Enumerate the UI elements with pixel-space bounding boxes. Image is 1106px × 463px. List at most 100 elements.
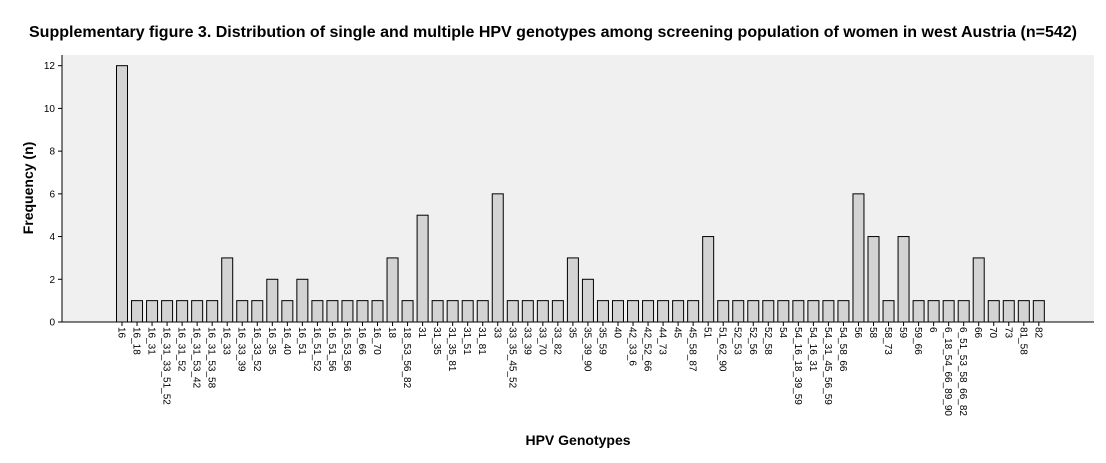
x-tick-label: 16_18 [131,327,142,355]
bar [687,300,700,323]
bar [266,278,279,323]
x-tick-label: 16_66 [356,327,367,355]
bar [747,300,760,323]
bar [536,300,549,323]
bar [191,300,204,323]
x-tick-label: 58_73 [882,327,893,355]
x-tick-label: 16_51 [296,327,307,355]
x-tick-label: 66 [972,327,983,339]
x-tick-label: 45 [672,327,683,339]
x-tick-label: 16_31_52 [176,327,187,372]
bar [987,300,1000,323]
x-tick-label: 16_53_56 [341,327,352,372]
x-tick-label: 16_35 [266,327,277,355]
bar [206,300,219,323]
x-tick-label: 16_40 [281,327,292,355]
bar [1002,300,1015,323]
x-tick-label: 31 [416,327,427,339]
x-tick-label: 54_58_66 [837,327,848,372]
x-tick-label: 16_51_56 [326,327,337,372]
x-tick-label: 44_73 [657,327,668,355]
y-axis: 0 2 4 6 8 10 12 [44,55,63,329]
bar [311,300,324,323]
x-tick-label: 16_31 [146,327,157,355]
bar [371,300,384,323]
bar [762,300,775,323]
bar [807,300,820,323]
x-tick-label: 40 [611,327,622,339]
y-tick-label: 8 [49,147,55,158]
x-tick-label: 16_70 [371,327,382,355]
x-tick-label: 58 [867,327,878,339]
bar [416,214,429,323]
bar [566,257,579,323]
bar [131,300,144,323]
bar [221,257,234,323]
bar [446,300,459,323]
x-tick-label: 33_39 [521,327,532,355]
bar [356,300,369,323]
bar [491,193,504,323]
x-tick-label: 16_31_33_51_52 [161,327,172,405]
bar [957,300,970,323]
x-tick-label: 52_56 [747,327,758,355]
x-tick-label: 6_51_53_58_66_82 [957,327,968,416]
bar [236,300,249,323]
bar [1032,300,1045,323]
bar [551,300,564,323]
x-tick-label: 16_33_39 [236,327,247,372]
bar [822,300,835,323]
bar [521,300,534,323]
x-tick-label: 16_31_53_58 [206,327,217,389]
x-tick-label: 31_51 [461,327,472,355]
x-tick-label: 16 [116,327,127,339]
bar [717,300,730,323]
bar [611,300,624,323]
bar [702,236,715,323]
bar [942,300,955,323]
x-tick-label: 18_53_56_82 [401,327,412,389]
x-tick-label: 33_82 [551,327,562,355]
x-tick-label: 18 [386,327,397,339]
x-tick-label: 59_66 [912,327,923,355]
x-axis: 16 16_18 16_31 16_31_33_51_52 16_31_52 16_31_… [62,321,1094,416]
x-axis-label: HPV Genotypes [525,432,630,448]
y-tick-label: 2 [49,275,55,286]
bar [912,300,925,323]
x-tick-label: 16_51_52 [311,327,322,372]
bar [672,300,685,323]
bar [296,278,309,323]
x-tick-label: 81_58 [1017,327,1028,355]
x-tick-label: 54_16_31 [807,327,818,372]
bar [837,300,850,323]
x-tick-label: 16_33 [221,327,232,355]
x-tick-label: 16_33_52 [251,327,262,372]
x-tick-label: 35_39_90 [581,327,592,372]
bar [627,300,640,323]
x-tick-label: 16_31_53_42 [191,327,202,389]
x-tick-label: 6_18_54_66_89_90 [942,327,953,416]
bar [897,236,910,323]
y-tick-label: 4 [49,232,55,243]
x-tick-label: 45_58_87 [687,327,698,372]
x-tick-label: 35_59 [596,327,607,355]
x-tick-label: 73 [1002,327,1013,339]
y-tick-label: 10 [44,104,56,115]
chart-title: Supplementary figure 3. Distribution of … [29,24,1077,41]
x-tick-label: 54_16_18_39_59 [792,327,803,405]
bar [461,300,474,323]
bar [176,300,189,323]
x-tick-label: 51 [702,327,713,339]
bar [732,300,745,323]
bar [792,300,805,323]
bar [386,257,399,323]
x-tick-label: 54 [777,327,788,339]
x-tick-label: 35 [566,327,577,339]
bar [506,300,519,323]
bar [116,65,128,323]
bar [581,278,594,323]
x-tick-label: 59 [897,327,908,339]
y-tick-label: 0 [49,318,55,329]
bar [281,300,294,323]
